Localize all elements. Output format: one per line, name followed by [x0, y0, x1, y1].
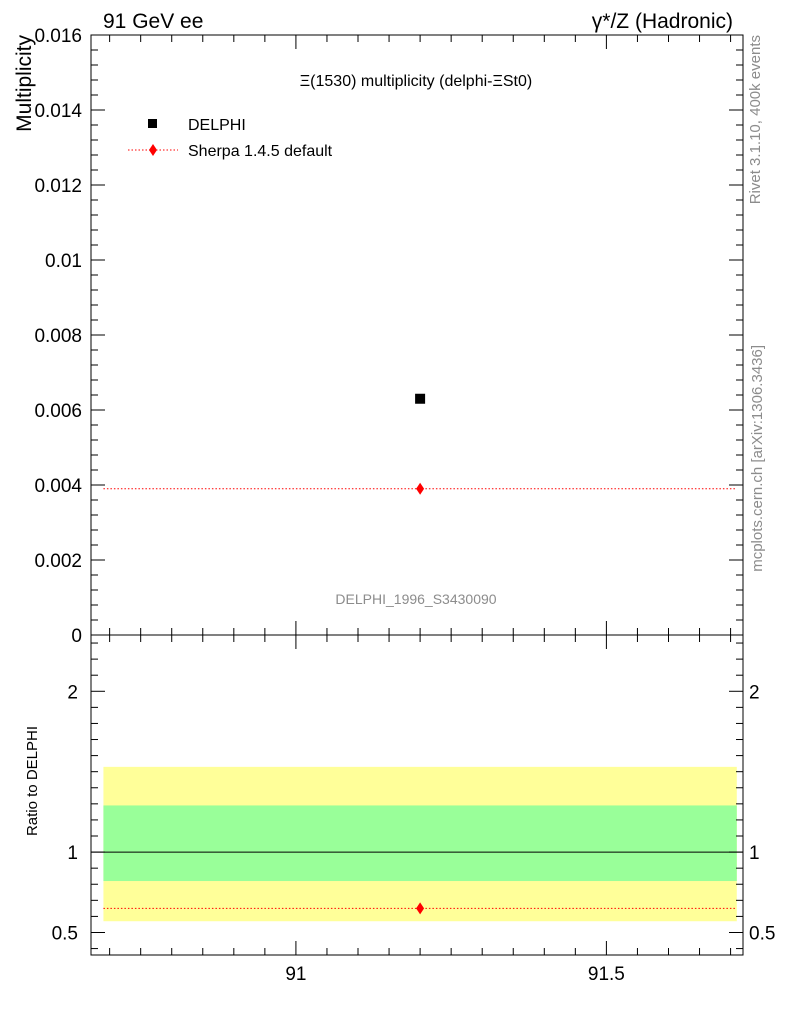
y-tick-label: 0.008: [34, 326, 82, 347]
data-point: [415, 393, 426, 404]
ratio-band-inner: [103, 805, 737, 882]
x-tick-label: 91: [285, 964, 306, 985]
y-tick-label: 0.014: [34, 101, 82, 122]
ratio-panel: 0.5 0.5 1 1 2 2 91 91.5 Ratio to DELPHI: [24, 634, 775, 985]
y-tick-label: 0.006: [34, 401, 82, 422]
mc-point: [416, 482, 425, 495]
legend-label-delphi: DELPHI: [188, 117, 246, 134]
ratio-y-tick-label-right: 2: [749, 682, 760, 703]
main-y-axis-label: Multiplicity: [13, 35, 36, 132]
legend-marker-delphi: [148, 119, 157, 128]
legend-label-sherpa: Sherpa 1.4.5 default: [188, 143, 333, 160]
ratio-y-tick-label-right: 1: [749, 843, 760, 864]
ratio-y-tick-label: 1: [67, 843, 78, 864]
main-plot-title: Ξ(1530) multiplicity (delphi-ΞSt0): [300, 73, 532, 90]
ratio-y-tick-label: 0.5: [52, 923, 78, 944]
header-right-title: γ*/Z (Hadronic): [592, 10, 733, 33]
ratio-y-tick-label: 2: [67, 682, 78, 703]
ratio-frame: [90, 634, 744, 956]
header-left-title: 91 GeV ee: [103, 10, 203, 33]
ratio-mc-point: [416, 902, 425, 915]
y-tick-label: 0.002: [34, 551, 82, 572]
ratio-y-axis-label: Ratio to DELPHI: [24, 726, 41, 836]
x-tick-label: 91.5: [588, 964, 625, 985]
y-tick-label: 0.004: [34, 476, 82, 497]
legend: DELPHI Sherpa 1.4.5 default: [128, 117, 333, 160]
y-tick-label: 0.012: [34, 176, 82, 197]
y-tick-label: 0.016: [34, 26, 82, 47]
mcplots-label: mcplots.cern.ch [arXiv:1306.3436]: [749, 345, 766, 572]
y-tick-label: 0.01: [45, 251, 82, 272]
main-panel: 0 0.002 0.004 0.006 0.008 0.01 0.012 0.014 0.016…: [13, 26, 744, 647]
legend-marker-sherpa: [149, 144, 157, 156]
rivet-version-label: Rivet 3.1.10, 400k events: [747, 35, 764, 204]
analysis-tag: DELPHI_1996_S3430090: [335, 591, 496, 607]
y-tick-label: 0: [71, 626, 82, 647]
ratio-y-tick-label-right: 0.5: [749, 923, 775, 944]
